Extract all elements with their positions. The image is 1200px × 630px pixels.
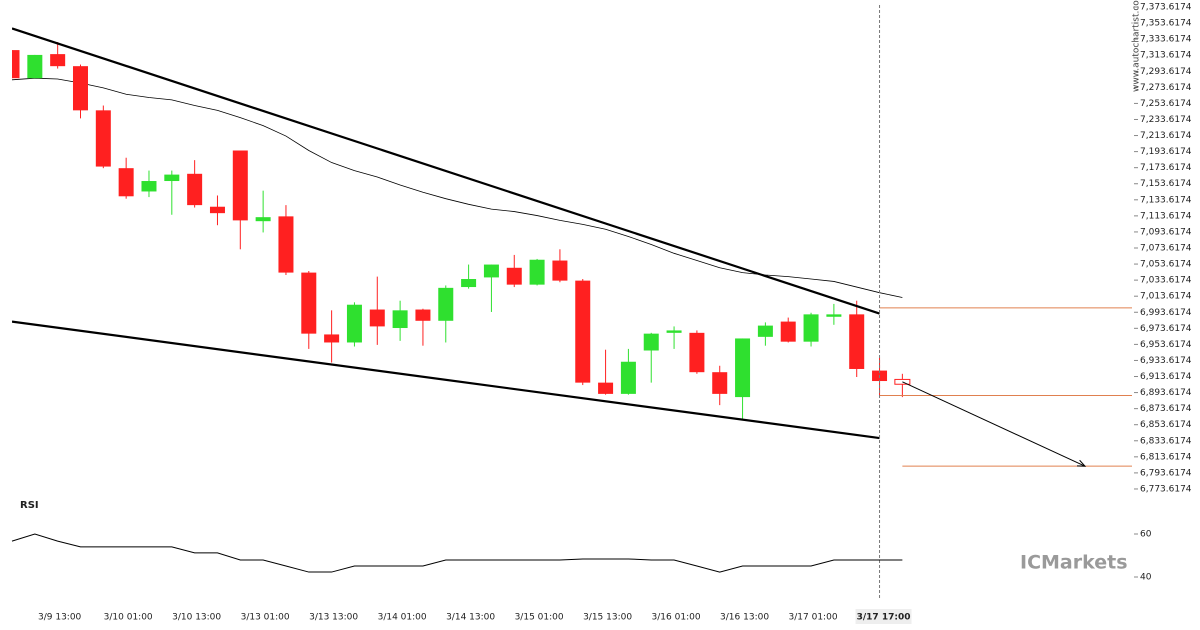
candle-body bbox=[575, 280, 591, 383]
candle-body bbox=[118, 168, 134, 197]
y-tick-label: 6,993.6174 bbox=[1140, 308, 1192, 318]
y-tick-label: 7,253.6174 bbox=[1140, 99, 1192, 109]
candle-body bbox=[72, 66, 88, 111]
x-tick-label: 3/14 01:00 bbox=[378, 613, 427, 623]
trendline bbox=[12, 320, 880, 440]
candle-body bbox=[346, 304, 362, 343]
candle-body bbox=[598, 382, 614, 394]
x-tick-label: 3/15 01:00 bbox=[515, 613, 564, 623]
candle-body bbox=[12, 50, 20, 79]
candle-body bbox=[232, 150, 248, 221]
candle-body bbox=[735, 338, 751, 398]
y-tick-label: 7,193.6174 bbox=[1140, 147, 1192, 157]
watermark: www.autochartist.com bbox=[1132, 0, 1142, 92]
candle-body bbox=[552, 260, 568, 281]
y-tick-label: 7,173.6174 bbox=[1140, 163, 1192, 173]
candle-body bbox=[50, 54, 66, 67]
y-tick-label: 6,973.6174 bbox=[1140, 324, 1192, 334]
candle-body bbox=[803, 314, 819, 342]
y-tick-label: 7,213.6174 bbox=[1140, 131, 1192, 141]
candle-body bbox=[324, 334, 340, 343]
candle-body bbox=[826, 314, 842, 317]
y-tick-label: 7,093.6174 bbox=[1140, 227, 1192, 237]
y-tick-label: 7,133.6174 bbox=[1140, 195, 1192, 205]
candle-body bbox=[483, 264, 499, 278]
y-tick-label: 6,813.6174 bbox=[1140, 452, 1192, 462]
x-tick-label: 3/15 13:00 bbox=[583, 613, 632, 623]
y-tick-label: 7,373.6174 bbox=[1140, 3, 1192, 13]
candle-body bbox=[255, 217, 271, 222]
x-tick-label: 3/10 13:00 bbox=[172, 613, 221, 623]
candle-body bbox=[187, 173, 203, 206]
x-tick-label: 3/17 01:00 bbox=[789, 613, 838, 623]
price-pane bbox=[12, 27, 1132, 467]
y-tick-label: 7,273.6174 bbox=[1140, 83, 1192, 93]
y-tick-label: 7,293.6174 bbox=[1140, 67, 1192, 77]
x-tick-label: 3/9 13:00 bbox=[38, 613, 82, 623]
y-tick-label: 7,113.6174 bbox=[1140, 211, 1192, 221]
candle-body bbox=[209, 206, 225, 214]
candle-body bbox=[27, 54, 43, 79]
candle-body bbox=[438, 287, 454, 321]
y-tick-label: 6,833.6174 bbox=[1140, 436, 1192, 446]
y-tick-label: 6,893.6174 bbox=[1140, 388, 1192, 398]
candle-body bbox=[278, 216, 294, 273]
axes: 7,373.6174 7,353.6174 7,333.6174 7,313.6174… bbox=[11, 3, 1192, 624]
candle-body bbox=[849, 314, 865, 369]
candle-body bbox=[757, 325, 773, 337]
rsi-tick-label: 60 bbox=[1140, 530, 1152, 540]
y-tick-label: 6,933.6174 bbox=[1140, 356, 1192, 366]
y-tick-label: 7,353.6174 bbox=[1140, 19, 1192, 29]
x-tick-label: 3/10 01:00 bbox=[104, 613, 153, 623]
y-tick-label: 7,073.6174 bbox=[1140, 244, 1192, 254]
candle-body bbox=[141, 181, 157, 192]
x-tick-label: 3/13 01:00 bbox=[241, 613, 290, 623]
y-tick-label: 7,333.6174 bbox=[1140, 35, 1192, 45]
candle-body bbox=[415, 309, 431, 321]
x-tick-label: 3/14 13:00 bbox=[446, 613, 495, 623]
candle-body bbox=[461, 279, 477, 288]
rsi-tick-label: 40 bbox=[1140, 573, 1152, 583]
candle-body bbox=[712, 372, 728, 394]
y-tick-label: 6,953.6174 bbox=[1140, 340, 1192, 350]
candle-body bbox=[369, 309, 385, 327]
candle-body bbox=[529, 259, 545, 285]
trendline bbox=[12, 27, 880, 315]
candle-body bbox=[689, 332, 705, 373]
x-label-highlight bbox=[855, 609, 912, 624]
y-tick-label: 6,773.6174 bbox=[1140, 484, 1192, 494]
moving-average bbox=[12, 77, 903, 298]
y-tick-label: 6,913.6174 bbox=[1140, 372, 1192, 382]
y-tick-label: 7,313.6174 bbox=[1140, 51, 1192, 61]
y-tick-label: 6,873.6174 bbox=[1140, 404, 1192, 414]
forecast-arrow bbox=[902, 381, 1086, 467]
candle-body bbox=[164, 174, 180, 182]
y-tick-label: 6,853.6174 bbox=[1140, 420, 1192, 430]
rsi-line bbox=[11, 533, 903, 573]
x-tick-label: 3/17 17:00 bbox=[857, 613, 911, 623]
brand-logo: ICMarkets bbox=[1020, 552, 1128, 574]
y-tick-label: 7,053.6174 bbox=[1140, 260, 1192, 270]
rsi-title: RSI bbox=[20, 500, 39, 511]
y-tick-label: 7,153.6174 bbox=[1140, 179, 1192, 189]
candle-body bbox=[392, 310, 408, 329]
candle-body bbox=[506, 267, 522, 285]
x-tick-label: 3/16 01:00 bbox=[652, 613, 701, 623]
candle-body bbox=[95, 110, 111, 167]
candle-body bbox=[643, 333, 659, 351]
y-tick-label: 7,013.6174 bbox=[1140, 292, 1192, 302]
candle-body bbox=[666, 330, 682, 333]
candle-body bbox=[780, 321, 796, 342]
candle-body bbox=[620, 361, 636, 394]
candle-body bbox=[301, 272, 317, 334]
y-tick-label: 7,233.6174 bbox=[1140, 115, 1192, 125]
y-tick-label: 7,033.6174 bbox=[1140, 276, 1192, 286]
x-tick-label: 3/13 13:00 bbox=[309, 613, 358, 623]
x-tick-label: 3/16 13:00 bbox=[720, 613, 769, 623]
y-tick-label: 6,793.6174 bbox=[1140, 468, 1192, 478]
arrow-head bbox=[1076, 459, 1087, 467]
